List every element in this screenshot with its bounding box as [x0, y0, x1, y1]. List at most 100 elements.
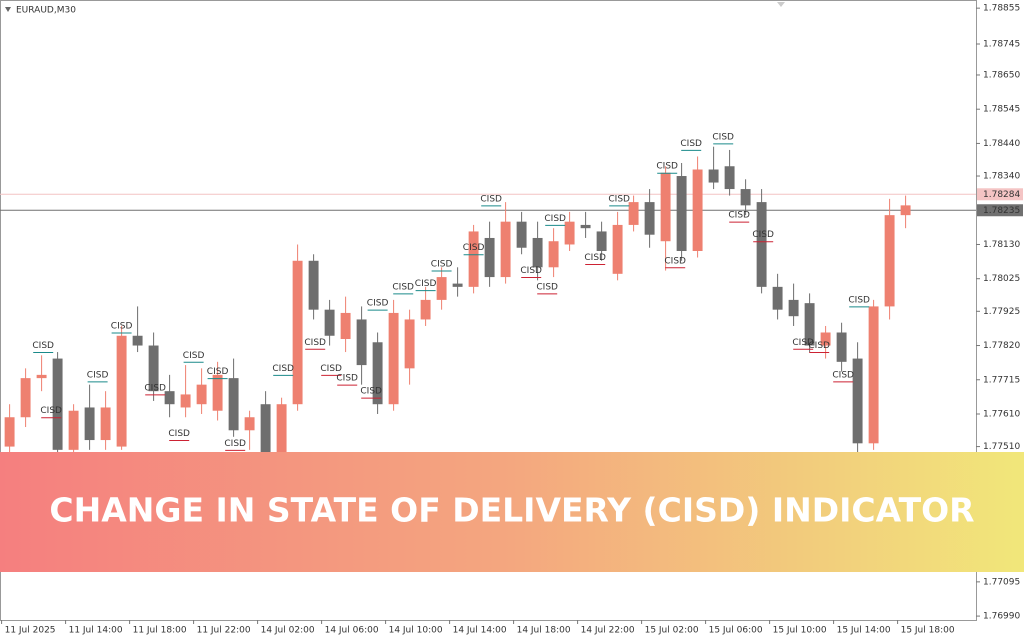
cisd-label: CISD [168, 429, 190, 439]
x-tick-label: 15 Jul 14:00 [837, 626, 891, 636]
candle-body [580, 224, 591, 229]
candle-body [164, 391, 175, 405]
y-tick-label: 1.77095 [983, 577, 1020, 587]
candle-body [820, 332, 831, 346]
cisd-label: CISD [656, 162, 678, 172]
y-tick-label: 1.77510 [983, 442, 1020, 452]
cisd-label: CISD [584, 253, 606, 263]
y-tick-label: 1.77820 [983, 341, 1020, 351]
y-tick-label: 1.78130 [983, 240, 1020, 250]
candle-body [484, 237, 495, 278]
banner [0, 452, 1024, 572]
price-tag-label: 1.78284 [983, 190, 1020, 200]
cisd-label: CISD [808, 341, 830, 351]
candle-body [276, 404, 287, 470]
candle-body [244, 417, 255, 431]
candle-body [132, 335, 143, 346]
candle-body [180, 394, 191, 408]
candle-body [852, 358, 863, 444]
candle-body [84, 407, 95, 441]
candle-body [900, 205, 911, 216]
x-tick-label: 15 Jul 02:00 [645, 626, 699, 636]
price-tag-label: 1.78235 [983, 206, 1020, 216]
cisd-label: CISD [320, 364, 342, 374]
cisd-label: CISD [207, 367, 229, 377]
cisd-label: CISD [183, 351, 205, 361]
candle-body [804, 303, 815, 346]
candle-body [420, 299, 431, 320]
candle-body [4, 417, 15, 447]
cisd-label: CISD [415, 279, 437, 289]
candle-body [532, 237, 543, 268]
symbol-menu[interactable] [5, 7, 11, 12]
cisd-label: CISD [392, 282, 414, 292]
cisd-label: CISD [832, 370, 854, 380]
y-tick-label: 1.78340 [983, 172, 1020, 182]
candle-body [388, 312, 399, 405]
cisd-label: CISD [848, 295, 870, 305]
x-tick-label: 11 Jul 22:00 [197, 626, 251, 636]
candle-body [452, 283, 463, 287]
banner-title: CHANGE IN STATE OF DELIVERY (CISD) INDIC… [49, 491, 974, 530]
x-tick-label: 14 Jul 14:00 [453, 626, 507, 636]
cisd-label: CISD [272, 364, 294, 374]
candle-body [500, 221, 511, 278]
candle-body [148, 345, 159, 392]
candle-body [436, 277, 447, 300]
cisd-label: CISD [360, 387, 382, 397]
y-tick-label: 1.78025 [983, 274, 1020, 284]
candle-body [564, 221, 575, 245]
cisd-label: CISD [431, 260, 453, 270]
candle-body [20, 378, 31, 418]
candle-body [884, 215, 895, 307]
candle-body [516, 221, 527, 248]
cisd-label: CISD [144, 383, 166, 393]
y-tick-label: 1.77610 [983, 409, 1020, 419]
cisd-label: CISD [304, 338, 326, 348]
cisd-label: CISD [520, 266, 542, 276]
y-tick-label: 1.78855 [983, 4, 1020, 14]
cisd-label: CISD [336, 374, 358, 384]
cisd-label: CISD [752, 230, 774, 240]
candle-body [740, 189, 751, 206]
y-tick-label: 1.78545 [983, 105, 1020, 115]
candle-body [612, 224, 623, 274]
symbol-label: EURAUD,M30 [16, 6, 76, 16]
cisd-label: CISD [792, 338, 814, 348]
candle-body [68, 410, 79, 450]
candle-body [260, 404, 271, 470]
candle-body [324, 309, 335, 336]
candle-body [116, 335, 127, 447]
cisd-label: CISD [544, 214, 566, 224]
x-tick-label: 11 Jul 2025 [5, 626, 56, 636]
candle-body [724, 166, 735, 190]
x-tick-label: 11 Jul 18:00 [133, 626, 187, 636]
candle-body [660, 172, 671, 242]
candle-body [836, 332, 847, 362]
candle-body [708, 169, 719, 183]
x-tick-label: 14 Jul 10:00 [389, 626, 443, 636]
y-tick-label: 1.78440 [983, 139, 1020, 149]
cisd-label: CISD [463, 243, 485, 253]
candle-body [196, 384, 207, 405]
y-tick-label: 1.78650 [983, 70, 1020, 80]
candle-body [868, 306, 879, 444]
candle-body [676, 176, 687, 251]
candle-body [308, 260, 319, 310]
candle-body [772, 286, 783, 310]
candle-body [292, 260, 303, 405]
cisd-label: CISD [32, 341, 54, 351]
cisd-label: CISD [712, 132, 734, 142]
candle-body [372, 342, 383, 405]
cisd-label: CISD [111, 321, 133, 331]
cisd-label: CISD [536, 282, 558, 292]
candle-body [52, 358, 63, 450]
candle-body [756, 202, 767, 287]
x-tick-label: 15 Jul 10:00 [773, 626, 827, 636]
candle-body [356, 319, 367, 366]
cisd-label: CISD [367, 299, 389, 309]
price-tag [977, 204, 1023, 217]
x-tick-label: 11 Jul 14:00 [69, 626, 123, 636]
candle-body [468, 231, 479, 287]
